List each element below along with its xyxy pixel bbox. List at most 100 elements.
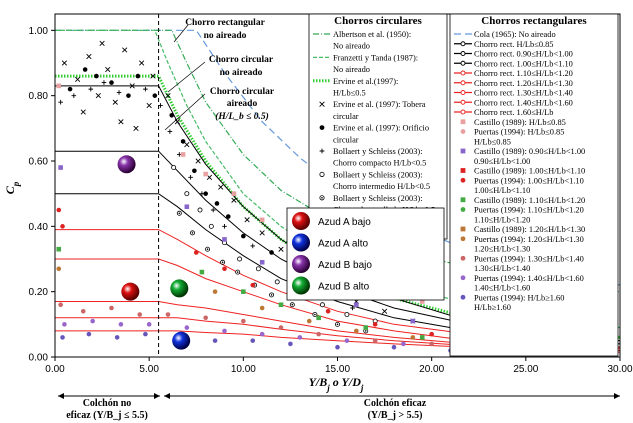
point-castillo-1989-puertas-1994-1-20-h-lb-1-30 — [306, 318, 312, 324]
point-ervine-et-al-1997-tobera-circular — [105, 66, 111, 73]
point-ervine-et-al-1997-tobera-circular — [86, 53, 92, 60]
y-tick-label: 0.20 — [29, 287, 49, 298]
point-castillo-1989-puertas-1994-1-20-h-lb-1-30 — [259, 305, 265, 311]
legend-item-ervine-et-al-1997-tobera: Ervine et al. (1997): Tobera circular — [319, 100, 426, 121]
legend-label: Castillo (1989): 1.20≤H/Lb<1.30 — [474, 225, 585, 234]
svg-text:Chorros circulares: Chorros circulares — [334, 15, 422, 27]
svg-text:eficaz (Y/B_j ≤ 5.5): eficaz (Y/B_j ≤ 5.5) — [66, 410, 148, 421]
point-puertas-1994-1-30-h-lb-1-40 — [316, 331, 321, 337]
y-axis-title: Cp — [3, 181, 21, 194]
legend-item-puertas-1994-1-10-h-lb-1-20: Puertas (1994): 1.10≤H/Lb<1.201.10≤H/Lb<… — [460, 206, 584, 224]
point-castillo-1989-puertas-1994-1-20-h-lb-1-30 — [56, 266, 62, 272]
legend-swatch — [319, 148, 325, 154]
legend-label: Chorro rect. 1.40≤H/Lb<1.60 — [474, 98, 573, 107]
point-puertas-1994-1-30-h-lb-1-40 — [80, 308, 86, 314]
legend-label: Cola (1965): No aireado — [474, 30, 556, 39]
legend-label: Chorro rect. H/Lb≤0.85 — [474, 40, 554, 49]
legend-circular: Chorros circulares Albertson et al. (195… — [308, 13, 448, 240]
y-tick-label: 0.80 — [29, 91, 49, 102]
point-ervine-et-al-1997-tobera-circular — [184, 142, 190, 148]
legend-item-chorro-rect-1-40-h-lb-1-60: Chorro rect. 1.40≤H/Lb<1.60 — [454, 98, 573, 107]
legend-swatch — [460, 168, 466, 173]
azud-legend-azud-a-bajo: Azud A bajo — [292, 212, 371, 230]
point-bollaert-y-schleiss-2003-chorro-desarrollado-h-lb-0-5 — [312, 312, 318, 318]
legend-label: Chorro rect. 1.00≤H/Lb<1.10 — [474, 59, 573, 68]
legend-swatch-mark — [460, 41, 466, 47]
legend-swatch-mark — [460, 80, 466, 86]
legend-item-chorro-rect-0-90-h-lb-1-00: Chorro rect. 0.90≤H/Lb<1.00 — [454, 50, 573, 59]
point-bollaert-y-schleiss-2003-chorro-intermedio-h-lb-0-5 — [255, 266, 261, 272]
legend-item-castillo-1989-1-20-h-lb-1-30: Castillo (1989): 1.20≤H/Lb<1.30 — [460, 225, 585, 234]
point-bollaert-y-schleiss-2003-chorro-intermedio-h-lb-0-5 — [184, 191, 190, 197]
point-ervine-et-al-1997-tobera-circular — [150, 73, 156, 79]
point-castillo-1989-puertas-1994-1-10-h-lb-1-20 — [56, 246, 62, 252]
x-tick-label: 0.00 — [45, 364, 65, 375]
legend-label: Chorro compacto H/Lb<0.5 — [333, 159, 426, 168]
x-axis: 0.00 5.00 10.00 15.00 20.00 25.00 30.00 — [45, 357, 633, 375]
legend-item-puertas-1994-1-30-h-lb-1-40: Puertas (1994): 1.30≤H/Lb<1.401.30≤H/Lb<… — [460, 254, 584, 273]
point-ervine-et-al-1997-tobera-circular — [80, 109, 86, 115]
legend-label: Chorro rect. 1.20≤H/Lb<1.30 — [474, 79, 573, 88]
point-ervine-et-al-1997-tobera-circular — [146, 102, 152, 109]
point-ervine-et-al-1997-orificio-circular — [241, 233, 246, 239]
point-ervine-et-al-1997-orificio-circular — [225, 214, 231, 219]
annotation-circ-aireado: Chorro circular aireado (H/L_b ≤ 0.5) — [164, 87, 275, 131]
point-castillo-1989-0-90-h-lb-1-00 — [259, 259, 265, 265]
legend-label: Ervine et al. (1997): Tobera — [333, 100, 426, 109]
point-puertas-1994-h-lb-1-60 — [86, 331, 92, 337]
point-ervine-et-al-1997-orificio-circular — [67, 86, 73, 92]
legend-item-puertas-1994-h-lb-0-85: Puertas (1994): H/Lb≤0.85H/Lb≤0.85 — [460, 128, 564, 146]
point-ervine-et-al-1997-tobera-circular — [95, 93, 101, 99]
point-castillo-1989-puertas-1994-1-10-h-lb-1-20 — [363, 325, 369, 330]
point-puertas-1994-1-30-h-lb-1-40 — [241, 318, 246, 324]
point-ervine-et-al-1997-tobera-circular — [74, 76, 81, 82]
legend-label: No aireado — [333, 65, 370, 74]
svg-text:Chorros rectangulares: Chorros rectangulares — [481, 15, 587, 27]
legend-label: Chorro rect. 0.90≤H/Lb<1.00 — [474, 50, 573, 59]
legend-swatch-mark — [460, 60, 466, 66]
point-bollaert-y-schleiss-2003-chorro-desarrollado-h-lb-0-5 — [289, 302, 295, 308]
legend-label: Albertson et al. (1950): — [333, 30, 411, 39]
legend-item-albertson-et-al-1950: Albertson et al. (1950): No aireado — [313, 30, 411, 51]
point-puertas-1994-h-lb-1-60 — [60, 335, 65, 340]
azud-legend-ball — [292, 212, 310, 230]
point-puertas-1994-h-lb-1-60 — [250, 338, 256, 343]
point-ervine-et-al-1997-tobera-circular — [61, 60, 68, 66]
legend-swatch-mark — [460, 51, 466, 56]
point-castillo-1989-puertas-1994-h-lb-0-85 — [419, 299, 425, 304]
x-axis-title: Y/Bj o Y/Dj — [309, 375, 364, 393]
legend-item-puertas-1994-1-40-h-lb-1-60: Puertas (1994): 1.40≤H/Lb<1.601.40≤H/Lb<… — [460, 274, 584, 293]
point-ervine-et-al-1997-orificio-circular — [269, 250, 274, 255]
legend-item-castillo-1989-1-10-h-lb-1-20: Castillo (1989): 1.10≤H/Lb<1.20 — [460, 196, 585, 205]
y-tick-label: 1.00 — [29, 26, 49, 37]
legend-swatch — [319, 171, 325, 177]
point-puertas-1994-h-lb-1-60 — [114, 335, 120, 340]
legend-item-chorro-rect-1-30-h-lb-1-40: Chorro rect. 1.30≤H/Lb<1.40 — [454, 89, 573, 98]
point-bollaert-y-schleiss-2003-chorro-compacto-h-lb-0-5 — [58, 99, 63, 105]
point-castillo-1989-puertas-1994-h-lb-0-85 — [56, 83, 62, 89]
legend-item-chorro-rect-1-20-h-lb-1-30: Chorro rect. 1.20≤H/Lb<1.30 — [454, 79, 573, 88]
point-bollaert-y-schleiss-2003-chorro-compacto-h-lb-0-5 — [188, 175, 193, 180]
legend-label: Chorro rect. 1.10≤H/Lb<1.20 — [474, 69, 573, 78]
legend-label: 1.20≤H/Lb<1.30 — [474, 245, 530, 254]
point-castillo-1989-puertas-1994-h-lb-0-85 — [231, 191, 237, 196]
legend-label: H/Lb≤0.85 — [474, 137, 511, 146]
point-ervine-et-al-1997-orificio-circular — [135, 73, 141, 79]
point-ervine-et-al-1997-orificio-circular — [152, 93, 158, 98]
legend-label: Castillo (1989): 1.00≤H/Lb<1.10 — [474, 167, 585, 176]
legend-label: circular — [333, 135, 359, 144]
point-castillo-1989-0-90-h-lb-1-00 — [58, 165, 63, 170]
point-bollaert-y-schleiss-2003-chorro-compacto-h-lb-0-5 — [143, 86, 148, 92]
azud-point-azud-b-bajo — [117, 155, 136, 174]
azud-legend-azud-b-bajo: Azud B bajo — [292, 255, 372, 273]
point-castillo-1989-puertas-1994-1-10-h-lb-1-20 — [241, 289, 246, 294]
azud-legend-azud-b-alto: Azud B alto — [292, 276, 370, 295]
point-castillo-1989-puertas-1994-h-lb-0-85 — [180, 152, 186, 157]
point-castillo-1989-puertas-1994-1-10-h-lb-1-20 — [199, 269, 205, 275]
point-castillo-1989-0-90-h-lb-1-00 — [410, 318, 416, 324]
point-puertas-1994-1-40-h-lb-1-60 — [62, 322, 67, 327]
point-bollaert-y-schleiss-2003-chorro-compacto-h-lb-0-5 — [222, 224, 227, 229]
point-puertas-1994-1-30-h-lb-1-40 — [429, 341, 434, 347]
legend-label: Franzetti y Tanda (1987): — [333, 53, 418, 62]
point-bollaert-y-schleiss-2003-chorro-desarrollado-h-lb-0-5 — [235, 269, 241, 275]
